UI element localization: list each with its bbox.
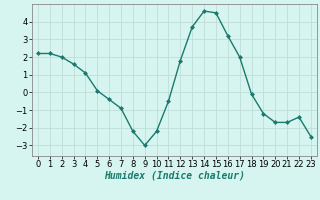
X-axis label: Humidex (Indice chaleur): Humidex (Indice chaleur): [104, 171, 245, 181]
